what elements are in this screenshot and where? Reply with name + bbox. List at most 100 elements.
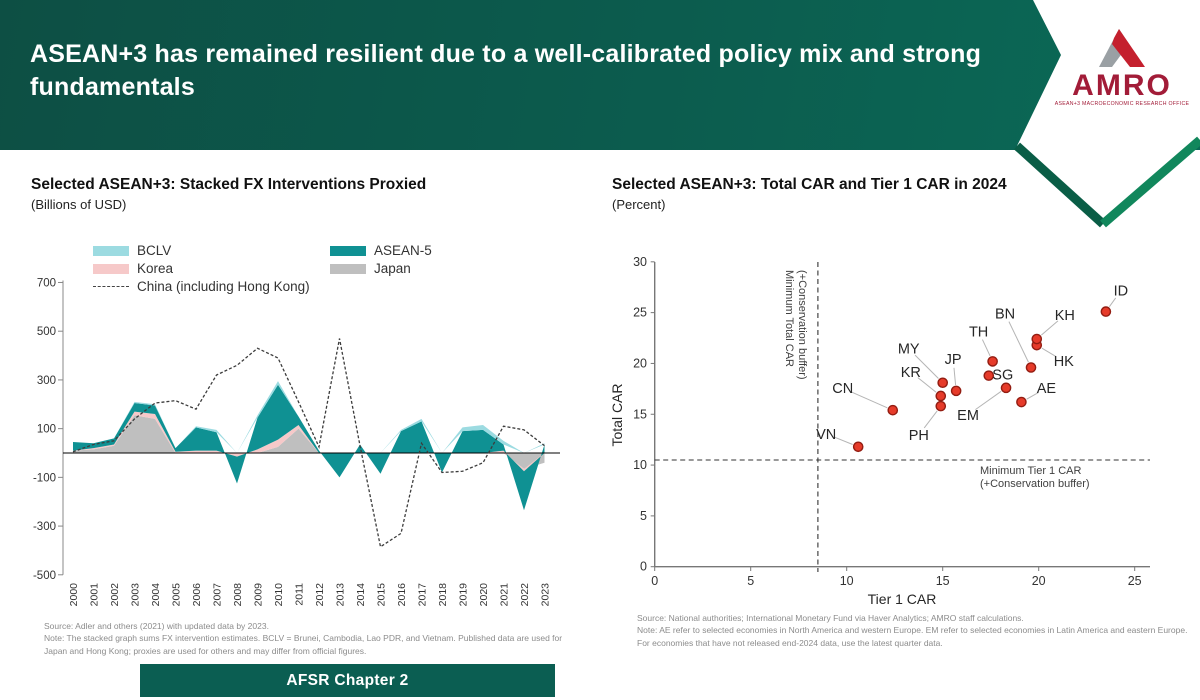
scatter-point-PH	[935, 400, 947, 412]
point-label-PH: PH	[909, 428, 929, 444]
svg-text:2007: 2007	[212, 583, 224, 607]
svg-text:2003: 2003	[130, 583, 142, 607]
right-chart-source: Source: National authorities; Internatio…	[637, 612, 1189, 649]
legend-item-china: China (including Hong Kong)	[93, 279, 330, 294]
y-axis-title: Total CAR	[610, 383, 625, 446]
scatter-point-CN	[887, 404, 899, 416]
svg-text:15: 15	[633, 407, 647, 421]
svg-text:2006: 2006	[191, 583, 203, 607]
svg-text:2010: 2010	[273, 583, 285, 607]
point-label-EM: EM	[957, 408, 979, 424]
right-chart-title: Selected ASEAN+3: Total CAR and Tier 1 C…	[612, 176, 1007, 193]
scatter-point-KH	[1031, 333, 1043, 345]
header-banner: ASEAN+3 has remained resilient due to a …	[0, 0, 1200, 150]
svg-text:2004: 2004	[150, 583, 162, 607]
svg-text:2008: 2008	[232, 583, 244, 607]
svg-text:-100: -100	[33, 472, 56, 484]
scatter-point-KR	[935, 390, 947, 402]
point-label-VN: VN	[816, 427, 836, 443]
point-label-MY: MY	[898, 342, 920, 358]
svg-text:-500: -500	[33, 570, 56, 582]
point-label-SG: SG	[992, 368, 1013, 384]
svg-text:2014: 2014	[355, 583, 367, 607]
svg-text:2023: 2023	[540, 583, 552, 607]
svg-text:10: 10	[840, 574, 854, 588]
left-chart-subtitle: (Billions of USD)	[31, 197, 127, 212]
right-source-line: Source: National authorities; Internatio…	[637, 613, 1024, 623]
legend-item-korea: Korea	[93, 261, 330, 276]
left-chart-source: Source: Adler and others (2021) with upd…	[44, 620, 566, 657]
scatter-point-SG	[983, 370, 995, 381]
svg-text:2019: 2019	[458, 583, 470, 607]
point-label-AE: AE	[1037, 381, 1057, 397]
svg-text:5: 5	[640, 509, 647, 523]
svg-text:-300: -300	[33, 521, 56, 533]
point-label-KR: KR	[901, 365, 921, 381]
svg-text:(+Conservation buffer): (+Conservation buffer)	[796, 270, 808, 380]
scatter-point-AE	[1016, 396, 1027, 408]
footer-band: AFSR Chapter 2	[140, 664, 555, 697]
logo-tagline: ASEAN+3 MACROECONOMIC RESEARCH OFFICE	[1055, 101, 1190, 107]
svg-text:300: 300	[37, 375, 56, 387]
left-chart-legend: BCLV Korea China (including Hong Kong) ASEA…	[93, 243, 432, 294]
svg-text:Minimum Total CAR: Minimum Total CAR	[783, 270, 795, 367]
dashed-line-swatch	[93, 286, 129, 287]
point-label-BN: BN	[995, 307, 1015, 323]
scatter-point-MY	[937, 377, 949, 389]
x-axis-title: Tier 1 CAR	[868, 591, 937, 607]
legend-item-japan: Japan	[330, 261, 432, 276]
point-label-KH: KH	[1055, 308, 1075, 324]
area-series-japan	[73, 415, 545, 469]
point-label-HK: HK	[1054, 354, 1074, 370]
logo-wordmark: AMRO	[1072, 69, 1172, 102]
right-chart-subtitle: (Percent)	[612, 197, 666, 212]
svg-text:2017: 2017	[417, 583, 429, 607]
color-swatch	[330, 263, 366, 274]
slide-title: ASEAN+3 has remained resilient due to a …	[30, 40, 982, 101]
svg-text:2001: 2001	[89, 583, 101, 607]
color-swatch	[93, 263, 129, 274]
scatter-point-BN	[1025, 362, 1037, 373]
svg-text:500: 500	[37, 326, 56, 338]
svg-text:2020: 2020	[478, 583, 490, 607]
scatter-point-EM	[1000, 382, 1012, 394]
fx-interventions-area-chart: 700 500 300 100 -100 -300 -500 2000 2001 2002 2003…	[33, 278, 560, 607]
point-label-ID: ID	[1114, 284, 1129, 300]
right-note-line: Note: AE refer to selected economies in …	[637, 625, 1188, 648]
svg-text:2015: 2015	[376, 583, 388, 607]
left-note-line: Note: The stacked graph sums FX interven…	[44, 633, 563, 656]
logo-a-mark-red	[1112, 29, 1145, 67]
svg-text:2018: 2018	[437, 583, 449, 607]
svg-text:5: 5	[747, 574, 754, 588]
svg-text:2016: 2016	[396, 583, 408, 607]
legend-item-asean-5: ASEAN-5	[330, 243, 432, 258]
svg-text:15: 15	[936, 574, 950, 588]
svg-text:2022: 2022	[519, 583, 531, 607]
svg-text:(+Conservation buffer): (+Conservation buffer)	[980, 478, 1090, 490]
svg-text:100: 100	[37, 424, 56, 436]
svg-text:20: 20	[1032, 574, 1046, 588]
color-swatch	[330, 245, 366, 256]
svg-text:2011: 2011	[294, 583, 306, 606]
svg-text:30: 30	[633, 255, 647, 269]
svg-text:2012: 2012	[314, 583, 326, 607]
svg-text:2000: 2000	[68, 583, 80, 607]
point-label-TH: TH	[969, 324, 988, 340]
svg-text:2009: 2009	[253, 583, 265, 607]
svg-text:25: 25	[1128, 574, 1142, 588]
svg-text:20: 20	[633, 356, 647, 370]
point-label-JP: JP	[945, 352, 962, 368]
scatter-point-VN	[852, 441, 864, 453]
svg-text:700: 700	[37, 278, 56, 289]
color-swatch	[93, 245, 129, 256]
svg-text:2002: 2002	[109, 583, 121, 607]
svg-text:0: 0	[651, 574, 658, 588]
footer-label: AFSR Chapter 2	[286, 671, 409, 689]
svg-text:Minimum Tier 1 CAR: Minimum Tier 1 CAR	[980, 465, 1082, 477]
scatter-point-TH	[987, 356, 998, 367]
svg-text:10: 10	[633, 458, 647, 472]
scatter-point-JP	[950, 385, 962, 397]
